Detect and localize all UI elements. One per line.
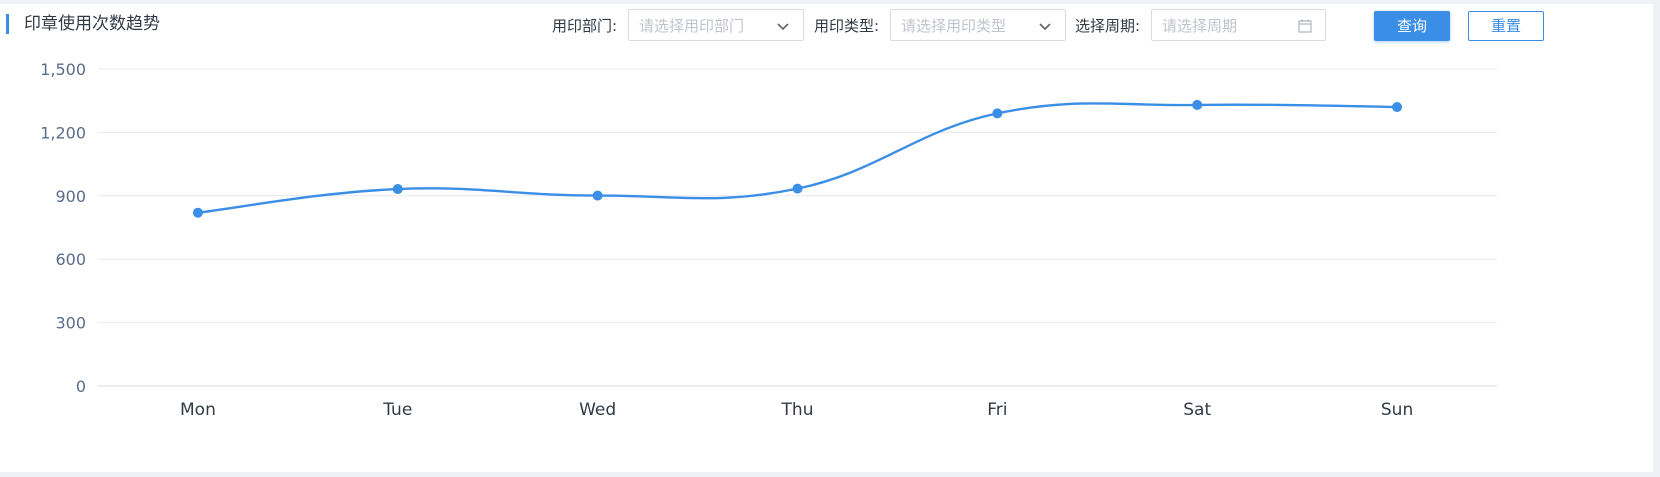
query-button[interactable]: 查询 (1374, 11, 1450, 41)
series-line (197, 102, 1398, 214)
reset-button[interactable]: 重置 (1468, 11, 1544, 41)
period-label: 选择周期: (1075, 17, 1141, 35)
period-placeholder: 请选择周期 (1162, 17, 1238, 35)
calendar-icon (1297, 18, 1313, 34)
x-tick-label: Mon (180, 400, 216, 420)
data-point (392, 184, 403, 195)
x-tick-label: Wed (579, 400, 616, 420)
chevron-down-icon (1037, 18, 1053, 34)
grid-layer (98, 68, 1497, 387)
x-tick-label: Tue (382, 400, 412, 420)
x-tick-label: Thu (781, 400, 814, 420)
data-point (792, 183, 803, 194)
data-point (592, 190, 603, 201)
type-label: 用印类型: (814, 17, 880, 35)
data-points (192, 99, 1403, 218)
department-select[interactable]: 请选择用印部门 (628, 9, 804, 41)
x-tick-label: Sun (1381, 400, 1413, 420)
data-point (1192, 99, 1203, 110)
x-tick-label: Fri (987, 400, 1007, 420)
y-tick-label: 1,500 (40, 60, 86, 79)
y-tick-label: 900 (55, 187, 86, 206)
y-tick-label: 300 (55, 314, 86, 333)
y-tick-label: 0 (76, 377, 86, 396)
y-tick-label: 600 (55, 250, 86, 269)
data-point (192, 207, 203, 218)
department-placeholder: 请选择用印部门 (639, 17, 745, 35)
type-placeholder: 请选择用印类型 (901, 17, 1007, 35)
type-select[interactable]: 请选择用印类型 (890, 9, 1066, 41)
department-label: 用印部门: (552, 17, 618, 35)
chart-title: 印章使用次数趋势 (24, 14, 160, 34)
data-point (992, 108, 1003, 119)
chevron-down-icon (775, 18, 791, 34)
period-picker[interactable]: 请选择周期 (1151, 9, 1326, 41)
x-axis: Mon Tue Wed Thu Fri Sat Sun (180, 400, 1413, 420)
data-point (1392, 102, 1403, 113)
chart-panel (0, 4, 1653, 472)
y-tick-label: 1,200 (40, 123, 86, 142)
title-accent-bar (6, 14, 9, 34)
y-axis: 0 300 600 900 1,200 1,500 (40, 60, 86, 396)
x-tick-label: Sat (1183, 400, 1211, 420)
